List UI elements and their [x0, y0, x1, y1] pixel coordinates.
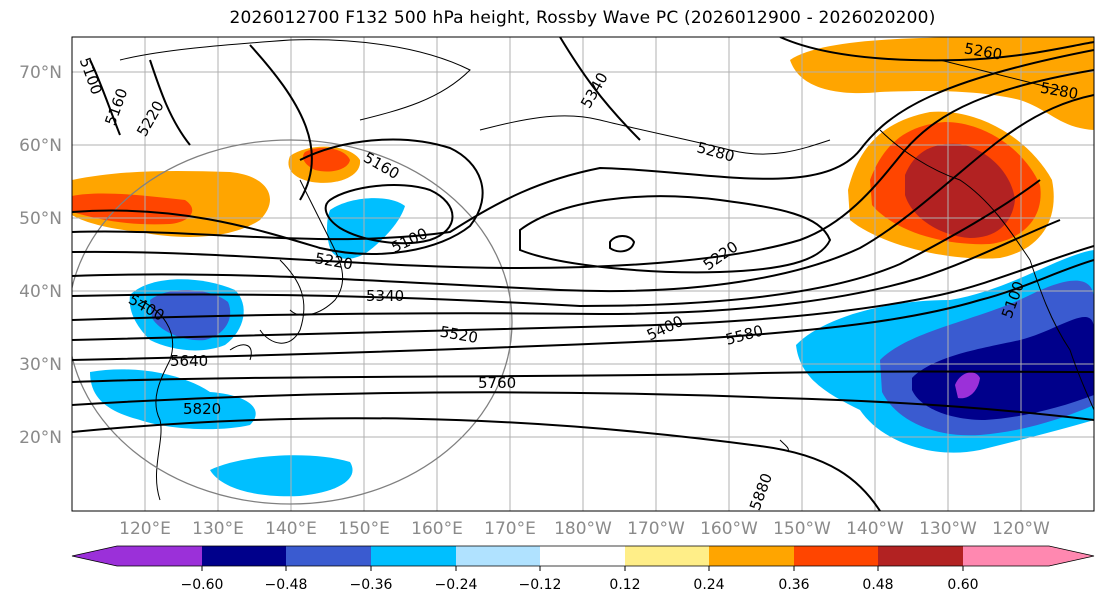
colorbar-segment [371, 546, 456, 566]
colorbar-segment [117, 546, 202, 566]
colorbar-tick-label: −0.48 [265, 577, 308, 593]
map-title: 2026012700 F132 500 hPa height, Rossby W… [229, 8, 936, 28]
lon-label: 140°W [846, 519, 904, 539]
contour-label: 5880 [746, 471, 776, 513]
lon-gridlines [144, 37, 1022, 511]
colorbar-segment [202, 546, 286, 566]
colorbar-tick-label: −0.36 [350, 577, 393, 593]
contour-label: 5280 [695, 138, 737, 165]
contour-label: 5820 [183, 400, 221, 418]
longitude-labels: 120°E 130°E 140°E 150°E 160°E 170°E 180°… [119, 519, 1050, 539]
positive-anomaly-northeast [790, 37, 1094, 130]
colorbar-tick-label: 0.48 [862, 577, 893, 593]
contour-label: 5220 [133, 98, 168, 140]
strong-positive-west-asia [72, 193, 193, 225]
colorbar-segment [540, 546, 625, 566]
lat-label: 60°N [19, 136, 62, 156]
colorbar-tick-label: 0.36 [778, 577, 809, 593]
lon-label: 130°E [192, 519, 244, 539]
colorbar-high-extend [1049, 546, 1094, 566]
colorbar-tick-label: 0.12 [609, 577, 640, 593]
contour-label: 5100 [388, 224, 430, 256]
colorbar-tick-label: 0.60 [947, 577, 978, 593]
negative-anomaly-okhotsk [327, 198, 405, 259]
colorbar-ticks [201, 566, 964, 571]
lat-label: 70°N [19, 63, 62, 83]
latitude-labels: 70°N 60°N 50°N 40°N 30°N 20°N [19, 63, 62, 448]
contour-label: 5160 [101, 86, 131, 128]
lon-label: 120°E [119, 519, 171, 539]
lon-label: 170°E [484, 519, 536, 539]
strong-negative-east-asia [150, 290, 231, 341]
lat-label: 40°N [19, 282, 62, 302]
contour-label: 5580 [724, 322, 766, 349]
contour-label: 5160 [360, 148, 402, 183]
lon-label: 160°W [700, 519, 758, 539]
colorbar-segment [456, 546, 540, 566]
contour-label: 5220 [700, 238, 742, 275]
lon-label: 150°E [338, 519, 390, 539]
contour-label: 5520 [439, 323, 480, 347]
colorbar-low-extend [72, 546, 117, 566]
reference-circle [72, 139, 513, 505]
lon-label: 140°E [265, 519, 317, 539]
extreme-negative-east-pacific [955, 372, 980, 399]
colorbar-tick-label: −0.24 [435, 577, 478, 593]
colorbar-tick-label: 0.24 [693, 577, 724, 593]
plot-area: 5100 5160 5220 5340 5280 5160 5100 5220 … [72, 37, 1094, 513]
contour-label: 5100 [76, 55, 106, 97]
colorbar-segment [963, 546, 1049, 566]
height-contours [72, 37, 1094, 511]
negative-anomaly-tropical-pacific [210, 455, 353, 497]
contour-label: 5640 [170, 352, 208, 370]
lat-label: 50°N [19, 209, 62, 229]
lon-label: 130°W [919, 519, 977, 539]
contour-label: 5760 [478, 374, 516, 392]
colorbar-segment [625, 546, 709, 566]
contour-label: 5340 [366, 287, 404, 305]
lon-label: 180°W [554, 519, 612, 539]
colorbar-outline [71, 545, 1095, 567]
colorbar: −0.60 −0.48 −0.36 −0.24 −0.12 0.12 0.24 … [71, 545, 1095, 593]
lat-label: 20°N [19, 428, 62, 448]
colorbar-tick-label: −0.60 [181, 577, 224, 593]
lat-label: 30°N [19, 355, 62, 375]
plot-frame [71, 36, 1095, 512]
colorbar-tick-label: −0.12 [519, 577, 562, 593]
lon-label: 160°E [411, 519, 463, 539]
colorbar-segment [794, 546, 878, 566]
lon-label: 120°W [992, 519, 1050, 539]
colorbar-segment [286, 546, 371, 566]
lon-label: 150°W [773, 519, 831, 539]
colorbar-segment [709, 546, 794, 566]
colorbar-segment [878, 546, 963, 566]
lon-label: 170°W [627, 519, 685, 539]
